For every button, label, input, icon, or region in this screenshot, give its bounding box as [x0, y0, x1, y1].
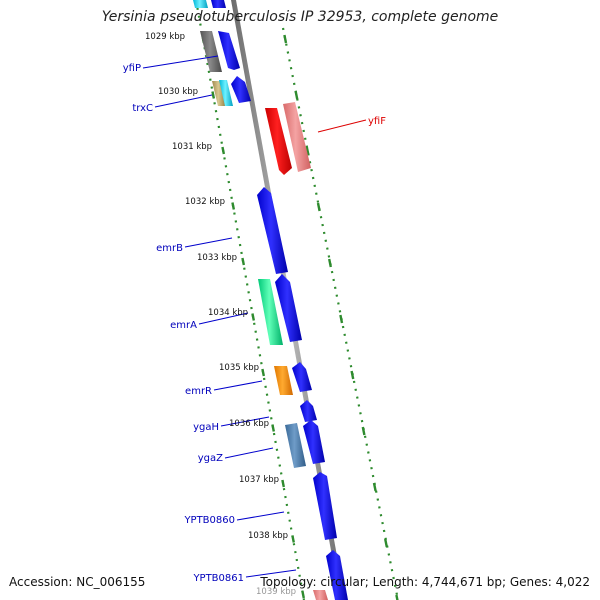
genome-title: Yersinia pseudotuberculosis IP 32953, co…	[101, 9, 499, 25]
tick-label: 1037 kbp	[239, 475, 279, 485]
connector-ygah	[220, 416, 270, 427]
connector-emra	[198, 312, 249, 325]
gene-trxc-tan	[212, 81, 226, 106]
gene-gray	[200, 31, 222, 72]
gene-yfif-pink	[283, 102, 311, 172]
gene-label-emrr[interactable]: emrR	[185, 386, 212, 397]
connector-yfip	[142, 55, 219, 69]
tick-label: 1035 kbp	[219, 363, 259, 373]
connector-yptb0861	[245, 569, 297, 578]
major-tick	[211, 91, 216, 99]
gene-ygah	[300, 400, 317, 422]
connector-yfif	[317, 119, 367, 133]
major-tick	[241, 257, 246, 266]
gene-top-blue	[211, 0, 226, 8]
major-tick	[294, 90, 299, 100]
tick-label: 1029 kbp	[145, 32, 185, 42]
gene-yfip	[218, 31, 240, 70]
gene-yptb0861-pink	[313, 590, 328, 600]
gene-yptb0861-blue	[326, 550, 348, 600]
gene-ygaz-steel	[285, 423, 306, 468]
tick-label: 1039 kbp	[256, 587, 296, 597]
gene-label-yfip[interactable]: yfiP	[123, 63, 141, 74]
outer-major-ticks	[283, 34, 399, 600]
gene-label-emrb[interactable]: emrB	[156, 243, 183, 254]
connector-yptb0860	[236, 511, 285, 521]
gene-features	[193, 0, 348, 600]
major-tick	[281, 479, 285, 488]
gene-yfif-red	[265, 108, 292, 175]
tick-labels: 1029 kbp 1030 kbp 1031 kbp 1032 kbp 1033…	[145, 32, 296, 597]
gene-top-cyan	[193, 0, 208, 8]
gene-label-yptb0861[interactable]: YPTB0861	[192, 573, 244, 584]
gene-emra-blue	[275, 274, 302, 342]
tick-label: 1032 kbp	[185, 197, 225, 207]
major-tick	[305, 146, 310, 156]
gene-labels: yfiP trxC yfiF emrB emrA emrR ygaH ygaZ …	[123, 63, 386, 584]
accession-text: Accession: NC_006155	[9, 575, 146, 589]
major-tick	[361, 426, 366, 436]
major-tick	[316, 202, 321, 212]
major-tick	[301, 590, 305, 599]
tick-label: 1030 kbp	[158, 87, 198, 97]
major-tick	[339, 314, 344, 324]
gene-emrb	[257, 187, 288, 274]
tick-label: 1038 kbp	[248, 531, 288, 541]
tick-label: 1031 kbp	[172, 142, 212, 152]
gene-yptb0860	[313, 472, 337, 540]
major-tick	[271, 424, 275, 432]
major-tick	[221, 146, 226, 155]
gene-label-ygah[interactable]: ygaH	[193, 422, 219, 433]
major-tick	[372, 482, 377, 492]
gene-ygaz-blue	[303, 420, 325, 464]
connector-ygaz	[224, 447, 274, 459]
major-tick	[328, 258, 332, 268]
connector-emrr	[213, 380, 263, 391]
major-tick	[395, 594, 399, 600]
gene-label-yptb0860[interactable]: YPTB0860	[183, 515, 235, 526]
major-tick	[261, 368, 265, 377]
outer-tick-track	[281, 27, 400, 600]
gene-label-emra[interactable]: emrA	[170, 320, 197, 331]
topology-text: Topology: circular; Length: 4,744,671 bp…	[260, 575, 590, 589]
tick-label: 1036 kbp	[229, 419, 269, 429]
gene-blue-small	[231, 76, 251, 103]
major-tick	[291, 535, 295, 543]
major-tick	[283, 34, 288, 44]
connector-emrb	[184, 237, 233, 248]
label-connectors	[142, 55, 367, 578]
major-tick	[350, 370, 355, 380]
gene-emrr-orange	[274, 366, 293, 395]
tick-label: 1034 kbp	[208, 308, 248, 318]
tick-label: 1033 kbp	[197, 253, 237, 263]
connector-trxc	[154, 94, 213, 108]
gene-label-ygaz[interactable]: ygaZ	[198, 453, 223, 464]
gene-label-yfif[interactable]: yfiF	[368, 116, 386, 127]
gene-emrr-blue	[292, 362, 312, 392]
gene-label-trxc[interactable]: trxC	[132, 103, 153, 114]
major-tick	[231, 202, 236, 210]
inner-tick-track	[194, 0, 306, 600]
major-tick	[384, 538, 388, 548]
gene-emra-green	[258, 279, 283, 345]
major-tick	[251, 313, 256, 321]
gene-trxc-cyan	[219, 80, 233, 106]
